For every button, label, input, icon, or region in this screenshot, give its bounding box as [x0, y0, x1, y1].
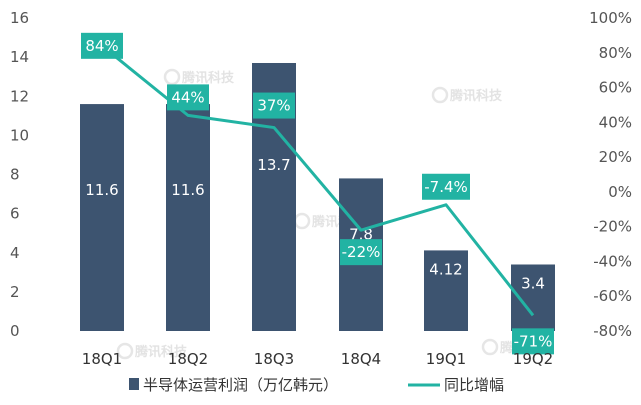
category-label: 19Q2 [513, 350, 553, 368]
watermark: 腾讯科技 [163, 68, 235, 86]
watermark: 腾讯科技 [431, 86, 503, 104]
right-axis-tick: 0% [608, 183, 632, 201]
bar-value-label: 3.4 [521, 274, 545, 292]
growth-label-box [422, 173, 470, 200]
right-axis-tick: 100% [589, 9, 632, 27]
growth-label: 44% [167, 84, 209, 111]
growth-label-text: 84% [85, 37, 118, 55]
svg-text:腾讯科技: 腾讯科技 [134, 344, 188, 360]
left-axis: 0 2 4 6 8 10 12 14 16 [10, 9, 29, 340]
growth-label-box [253, 92, 295, 119]
bar-value-label: 7.8 [349, 225, 373, 243]
legend-item-bar: 半导体运营利润（万亿韩元） [129, 376, 338, 394]
right-axis-tick: 40% [599, 113, 632, 131]
growth-label-box [81, 32, 123, 59]
svg-text:腾讯科技: 腾讯科技 [181, 70, 235, 86]
right-axis-tick: -60% [593, 287, 632, 305]
left-axis-tick: 16 [10, 9, 29, 27]
growth-label: 37% [253, 92, 295, 119]
bar-19Q1 [424, 250, 468, 331]
right-axis-tick: 80% [599, 44, 632, 62]
growth-label: 84% [81, 32, 123, 59]
left-axis-tick: 14 [10, 48, 29, 66]
left-axis-tick: 12 [10, 87, 29, 105]
bar-18Q1 [80, 104, 124, 331]
growth-label-text: -71% [514, 332, 553, 350]
left-axis-tick: 2 [10, 283, 20, 301]
legend-bar-swatch [129, 378, 139, 390]
right-axis-tick: -40% [593, 252, 632, 270]
bar-value-label: 11.6 [171, 181, 204, 199]
category-label: 18Q3 [254, 350, 294, 368]
right-axis-tick: -80% [593, 322, 632, 340]
right-axis-tick: 60% [599, 79, 632, 97]
bar-labels: 11.6 11.6 13.7 7.8 4.12 3.4 [85, 156, 545, 292]
growth-label-box [512, 328, 554, 355]
growth-label-text: -7.4% [424, 178, 468, 196]
left-axis-tick: 0 [10, 322, 20, 340]
growth-label-text: 44% [171, 88, 204, 106]
svg-text:腾讯科技: 腾讯科技 [449, 88, 503, 104]
legend-line-label: 同比增幅 [444, 376, 504, 394]
bar-value-label: 13.7 [257, 156, 290, 174]
watermark: 腾讯科技 [116, 342, 188, 360]
left-axis-tick: 8 [10, 166, 20, 184]
legend-bar-label: 半导体运营利润（万亿韩元） [143, 376, 338, 394]
left-axis-tick: 10 [10, 126, 29, 144]
growth-label: -7.4% [422, 173, 470, 200]
left-axis-tick: 4 [10, 244, 20, 262]
growth-label-text: -22% [342, 243, 381, 261]
category-label: 18Q2 [168, 350, 208, 368]
category-label: 18Q4 [341, 350, 381, 368]
right-axis-tick: -20% [593, 218, 632, 236]
legend: 半导体运营利润（万亿韩元） 同比增幅 [129, 376, 504, 394]
growth-label-text: 37% [257, 97, 290, 115]
bar-18Q2 [166, 104, 210, 331]
growth-line-layer: 84% 44% 37% -22% -7.4% -71% [81, 32, 554, 355]
growth-label: -71% [512, 328, 554, 355]
growth-label-box [167, 84, 209, 111]
growth-label-box [340, 239, 382, 266]
bar-value-label: 4.12 [429, 260, 462, 278]
category-label: 18Q1 [82, 350, 122, 368]
category-label: 19Q1 [426, 350, 466, 368]
legend-item-line: 同比增幅 [408, 376, 504, 394]
left-axis-tick: 6 [10, 205, 20, 223]
growth-label: -22% [340, 239, 382, 266]
right-axis-tick: 20% [599, 148, 632, 166]
bar-value-label: 11.6 [85, 181, 118, 199]
right-axis: -80% -60% -40% -20% 0% 20% 40% 60% 80% 100% [589, 9, 632, 340]
x-axis: 18Q1 18Q2 18Q3 18Q4 19Q1 19Q2 [82, 350, 553, 368]
